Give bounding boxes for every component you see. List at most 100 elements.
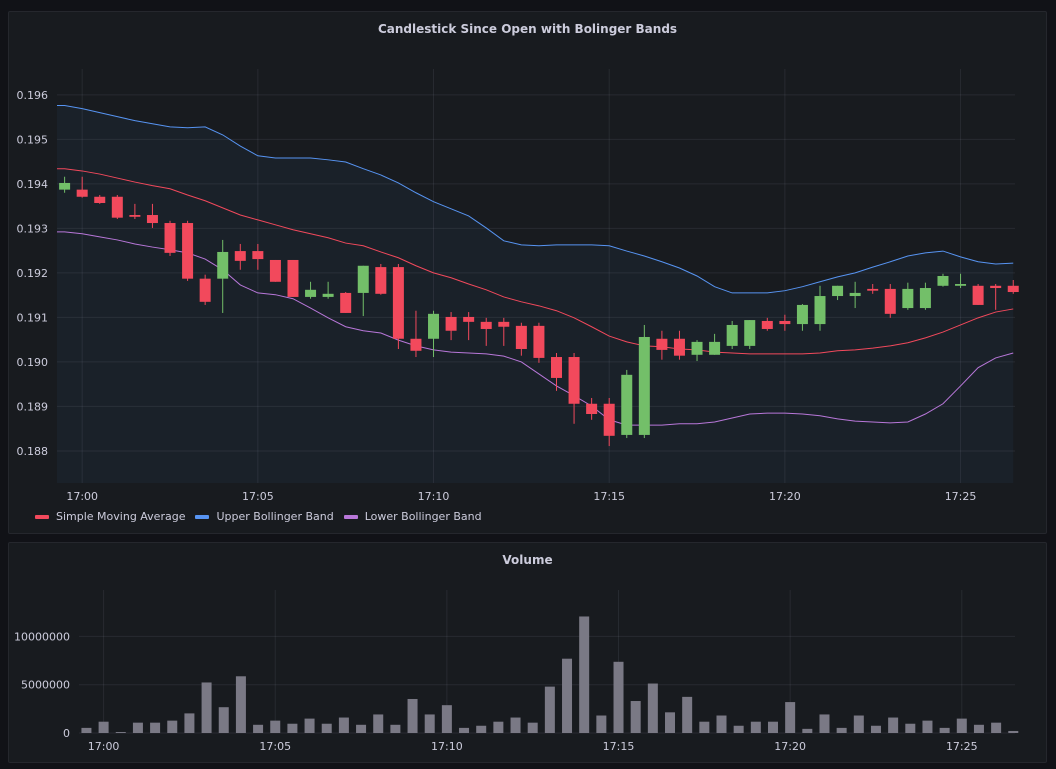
candle-body xyxy=(550,357,562,378)
x-tick-label: 17:05 xyxy=(242,490,274,503)
x-tick-label: 17:10 xyxy=(418,490,450,503)
candle-body xyxy=(638,336,650,435)
legend-item-upper-band[interactable]: Upper Bollinger Band xyxy=(195,510,334,523)
candle xyxy=(621,369,633,439)
volume-bar xyxy=(115,732,126,733)
volume-bar xyxy=(1008,730,1019,733)
y-tick-label: 0.196 xyxy=(17,89,49,102)
candle-body xyxy=(586,403,598,414)
volume-bar xyxy=(390,724,401,733)
candle xyxy=(234,243,246,270)
y-tick-label: 0.189 xyxy=(17,400,49,413)
candle-body xyxy=(410,338,422,351)
candle-body xyxy=(972,285,984,305)
series-line-upper-bollinger-band xyxy=(57,105,1014,294)
candle-body xyxy=(568,357,580,404)
y-tick-label: 0.191 xyxy=(17,311,49,324)
volume-bar xyxy=(647,683,658,733)
candle-body xyxy=(744,320,756,346)
candle-body xyxy=(902,288,914,309)
volume-bar xyxy=(956,718,967,733)
candle xyxy=(59,176,71,193)
volume-bar xyxy=(356,724,367,733)
candle-body xyxy=(182,223,194,279)
candle xyxy=(340,292,352,313)
candle-body xyxy=(146,215,158,224)
candle xyxy=(94,194,106,204)
candle-body xyxy=(884,288,896,314)
candle xyxy=(726,320,738,350)
volume-bar xyxy=(802,728,813,733)
candlestick-panel: Candlestick Since Open with Bolinger Ban… xyxy=(8,11,1047,534)
volume-bar xyxy=(510,717,521,733)
candle-body xyxy=(498,321,510,327)
candle-body xyxy=(287,259,299,297)
candle xyxy=(867,284,879,294)
candle xyxy=(322,281,334,299)
candle xyxy=(656,330,668,360)
volume-bar xyxy=(493,721,504,733)
legend-swatch xyxy=(35,514,49,519)
candle-body xyxy=(428,313,440,339)
y-tick-label: 5000000 xyxy=(21,679,70,692)
series-line-lower-bollinger-band xyxy=(57,231,1014,426)
candle xyxy=(305,281,317,299)
candle-body xyxy=(129,215,141,217)
candle-body xyxy=(76,189,88,197)
candle-body xyxy=(533,325,545,358)
panel-title[interactable]: Volume xyxy=(502,553,553,567)
candle-body xyxy=(217,251,229,279)
candle-body xyxy=(937,276,949,286)
series-line-simple-moving-average xyxy=(57,168,1014,355)
candle-body xyxy=(796,304,808,325)
volume-bar xyxy=(201,682,212,733)
candle xyxy=(796,304,808,331)
candle-body xyxy=(955,284,967,286)
candle-body xyxy=(111,196,123,218)
volume-bar xyxy=(132,722,143,733)
candle-body xyxy=(867,288,879,291)
volume-bar xyxy=(922,720,933,733)
legend-label: Lower Bollinger Band xyxy=(364,510,482,523)
candle-body xyxy=(59,182,71,190)
candle-body xyxy=(761,320,773,329)
candle-body xyxy=(691,341,703,355)
panel-title[interactable]: Candlestick Since Open with Bolinger Ban… xyxy=(377,22,678,36)
candle xyxy=(375,263,387,295)
legend-label: Upper Bollinger Band xyxy=(216,510,334,523)
x-tick-label: 17:10 xyxy=(431,740,463,753)
volume-bar xyxy=(184,713,195,733)
candle xyxy=(990,284,1002,310)
volume-bar xyxy=(562,658,573,733)
candle xyxy=(129,203,141,220)
candle xyxy=(849,281,861,309)
candle-body xyxy=(673,338,685,356)
volume-bar xyxy=(767,721,778,733)
x-tick-label: 17:25 xyxy=(946,740,978,753)
volume-bar xyxy=(819,714,830,733)
volume-bar xyxy=(836,727,847,733)
candle-body xyxy=(814,296,826,325)
y-tick-label: 10000000 xyxy=(14,630,70,643)
volume-bar xyxy=(785,702,796,733)
candle-body xyxy=(269,259,281,282)
legend-item-lower-band[interactable]: Lower Bollinger Band xyxy=(343,510,482,523)
candle xyxy=(428,310,440,358)
candle-body xyxy=(709,341,721,355)
candle xyxy=(252,243,264,270)
volume-bar xyxy=(304,718,315,733)
candle xyxy=(814,285,826,331)
x-tick-label: 17:00 xyxy=(88,740,120,753)
legend-item-sma[interactable]: Simple Moving Average xyxy=(35,510,185,523)
volume-bar xyxy=(150,722,161,733)
candle xyxy=(972,284,984,305)
volume-bar xyxy=(544,686,555,733)
candle xyxy=(76,176,88,198)
candle xyxy=(638,324,650,439)
chart-legend: Simple Moving Average Upper Bollinger Ba… xyxy=(35,510,482,523)
candle xyxy=(761,317,773,331)
x-tick-label: 17:15 xyxy=(603,740,635,753)
volume-bar xyxy=(888,717,899,733)
legend-swatch xyxy=(343,514,358,519)
candle xyxy=(146,203,158,228)
